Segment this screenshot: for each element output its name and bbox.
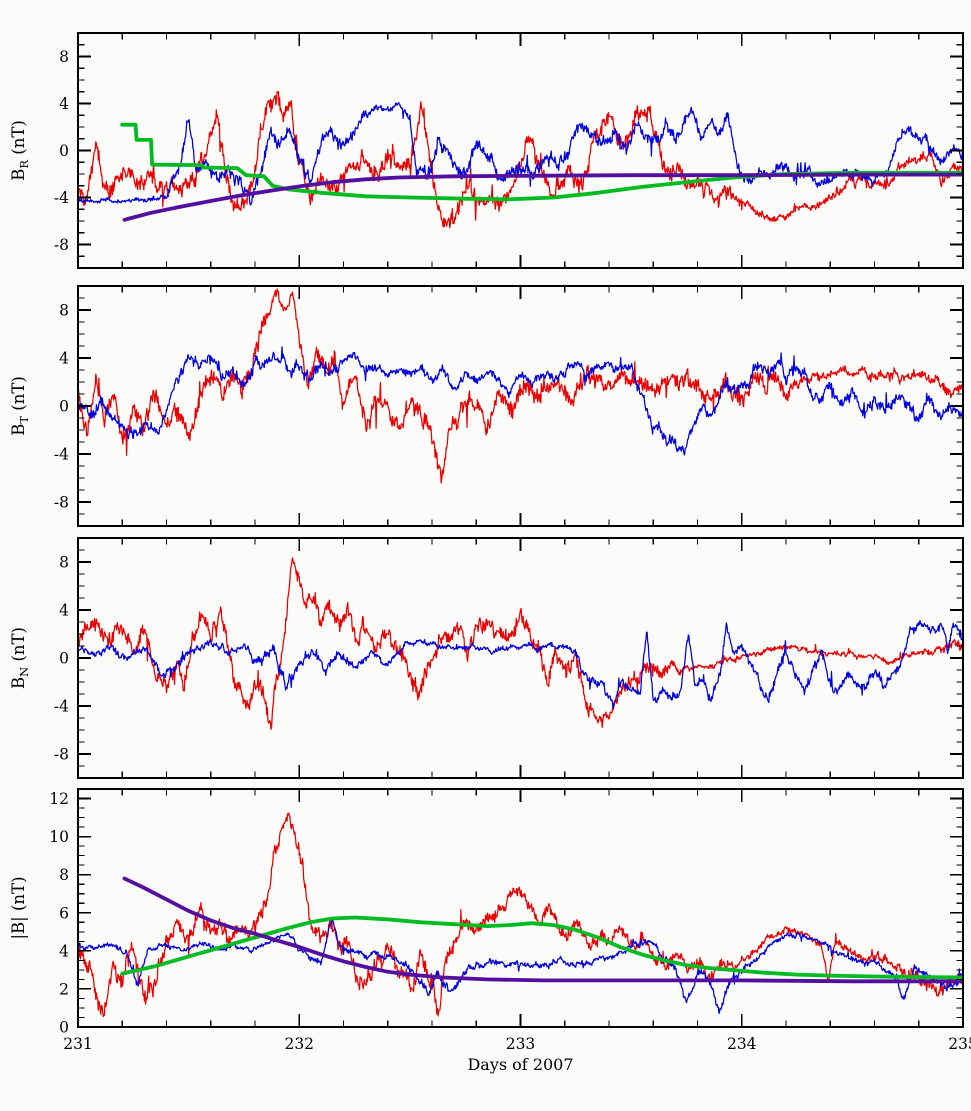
panel-2-y-axis-title: BT (nT) [9, 376, 31, 436]
panel-2-ticks [77, 285, 964, 527]
x-tick-label: 231 [63, 1035, 93, 1053]
x-axis-title: Days of 2007 [467, 1055, 573, 1074]
x-tick-label: 235 [948, 1035, 971, 1053]
x-tick-label: 234 [727, 1035, 757, 1053]
x-tick-label: 233 [506, 1035, 536, 1053]
panel-3-y-tick-label: -8 [54, 746, 69, 764]
panel-2-y-tick-label: 0 [59, 398, 69, 416]
panel-4-y-tick-label: 8 [59, 866, 69, 884]
panel-4-y-axis-title: |B| (nT) [9, 876, 28, 939]
panel-4-y-tick-label: 12 [49, 790, 69, 808]
panel-4-y-tick-label: 4 [59, 942, 69, 960]
panel-4-series-blue [78, 917, 963, 1015]
panel-2-y-tick-label: -8 [54, 494, 69, 512]
panel-1-series-green-smooth [120, 122, 963, 202]
panel-3-y-tick-label: 8 [59, 554, 69, 572]
panel-3-y-tick-label: 4 [59, 602, 69, 620]
panel-2-y-tick-label: 8 [59, 302, 69, 320]
panel-1-y-tick-label: -4 [54, 189, 69, 207]
panel-1-y-tick-label: 4 [59, 95, 69, 113]
panel-1-y-tick-label: 0 [59, 142, 69, 160]
panel-4-series-green-smooth [120, 915, 963, 980]
panel-2-y-tick-label: 4 [59, 350, 69, 368]
panel-4-series-purple-smooth [122, 876, 963, 984]
panel-1-y-tick-label: -8 [54, 236, 69, 254]
panel-3-series [78, 557, 963, 731]
panel-4-y-tick-label: 6 [59, 904, 69, 922]
panel-3-y-tick-label: 0 [59, 650, 69, 668]
panel-2-series-blue [78, 346, 963, 456]
panel-2-series [78, 288, 963, 484]
panel-3: -8 -4 0 4 8 BN (nT) [9, 537, 964, 779]
panel-4-ticks [77, 788, 964, 1028]
panel-1-ticks [77, 32, 964, 269]
panel-1-y-axis-title: BR (nT) [9, 120, 31, 181]
panel-4: 0 2 4 6 8 10 12 |B| (nT) [9, 788, 964, 1037]
panel-3-series-blue [78, 619, 963, 709]
panel-4-y-tick-label: 0 [59, 1019, 69, 1037]
panel-3-y-axis-title: BN (nT) [9, 627, 31, 689]
panel-2-y-tick-label: -4 [54, 446, 69, 464]
panel-1-series-blue [78, 101, 963, 206]
x-tick-label: 232 [284, 1035, 314, 1053]
panel-1-series-purple-smooth [122, 172, 963, 222]
panel-3-ticks [77, 537, 964, 779]
panel-1-series [78, 90, 963, 229]
panel-3-series-red [78, 557, 963, 731]
panel-4-y-tick-label: 10 [49, 828, 69, 846]
panel-1: -8 -4 0 4 8 BR (nT) [9, 32, 964, 269]
panel-4-series-red [78, 812, 963, 1018]
panel-1-y-tick-label: 8 [59, 48, 69, 66]
panel-2-series-red [78, 288, 963, 484]
panel-4-series [78, 812, 963, 1018]
panel-3-y-tick-label: -4 [54, 698, 69, 716]
panel-2: -8 -4 0 4 8 BT (nT) [9, 285, 964, 527]
panel-4-y-tick-label: 2 [59, 980, 69, 998]
